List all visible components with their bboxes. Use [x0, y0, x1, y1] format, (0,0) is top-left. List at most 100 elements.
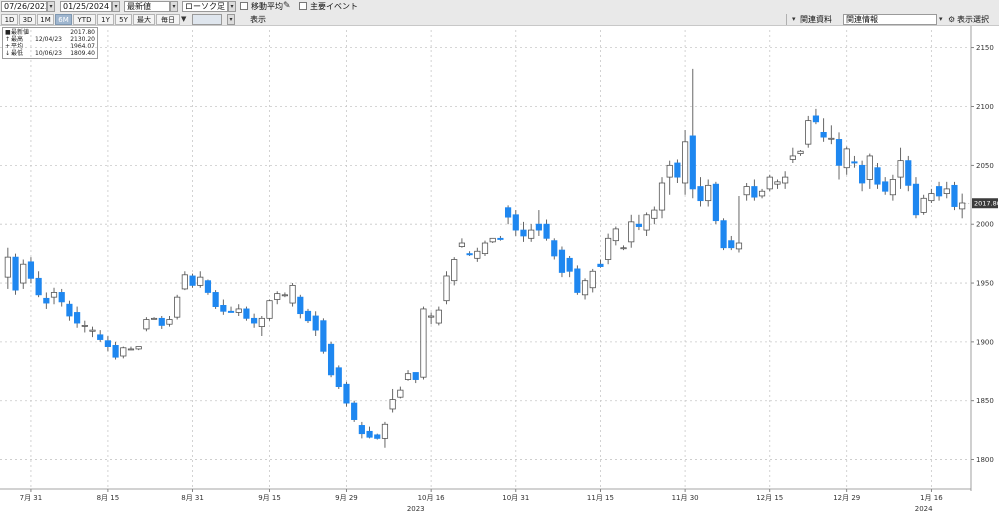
events-checkbox[interactable]	[299, 2, 307, 10]
high-arrow-icon: ↑	[5, 36, 11, 43]
legend-name: 最新値	[11, 29, 30, 36]
candle-body-up	[481, 242, 489, 255]
y-tick-label: 2050	[976, 162, 994, 170]
candlestick-chart[interactable]: 180018501900195020002050210021502017.80 …	[0, 26, 999, 517]
candle-body-down	[243, 308, 250, 319]
candle-body-up	[612, 228, 619, 242]
candle-body-up	[150, 317, 158, 320]
year-label: 2024	[915, 505, 933, 513]
last-price-marker-icon: ■	[5, 29, 11, 36]
candle-body-up	[50, 292, 58, 298]
candle-body-up	[381, 423, 389, 439]
candle-body-down	[951, 184, 958, 207]
candle-body-up	[281, 294, 288, 297]
candle-body-down	[905, 160, 912, 186]
chart-type-select[interactable]: ローソク足	[182, 1, 228, 12]
candle-body-up	[651, 209, 658, 219]
candle-body-up	[620, 247, 627, 250]
related-data-button[interactable]: 関連資料	[800, 15, 832, 24]
chart-type-dropdown-icon[interactable]: ▾	[228, 1, 236, 12]
candle-body-down	[204, 280, 212, 293]
candle-body-down	[12, 256, 19, 291]
candle-body-up	[774, 181, 781, 185]
candle-body-up	[789, 155, 796, 160]
y-tick-label: 2100	[976, 103, 994, 111]
moving-average-checkbox[interactable]	[240, 2, 248, 10]
candle-body-down	[327, 343, 335, 376]
related-info-field[interactable]: 関連情報	[843, 14, 937, 25]
legend-value: 1964.07	[70, 43, 95, 50]
candle-body-up	[435, 309, 442, 324]
candle-body-down	[43, 297, 50, 304]
candle-body-up	[404, 373, 412, 380]
legend-row-average: + 平均 1964.07	[5, 43, 95, 50]
period-ytd-button[interactable]: YTD	[73, 14, 96, 25]
pencil-icon[interactable]: ✎	[283, 1, 291, 11]
candle-body-down	[220, 304, 227, 312]
candle-body-up	[89, 329, 96, 332]
bar-type-dropdown-icon[interactable]: ▾	[170, 1, 178, 12]
legend-name: 最高	[11, 36, 24, 43]
candle-body-down	[635, 223, 643, 227]
candle-body-down	[512, 214, 519, 231]
events-label: 主要イベント	[310, 2, 358, 11]
x-tick-label: 9月 15	[258, 494, 281, 502]
settings-icon[interactable]: ⚙	[948, 15, 956, 24]
bar-type-select[interactable]: 最新値	[124, 1, 170, 12]
candle-body-down	[712, 183, 719, 222]
candle-body-up	[20, 263, 27, 284]
candle-body-down	[343, 383, 350, 404]
candle-body-up	[197, 276, 204, 286]
frequency-button[interactable]: 毎日	[156, 14, 180, 25]
start-date-calendar-icon[interactable]: ▾	[47, 1, 55, 12]
moving-average-label: 移動平均	[251, 2, 283, 11]
period-1m-button[interactable]: 1M	[37, 14, 54, 25]
candle-body-up	[943, 188, 950, 194]
candle-body-up	[289, 284, 296, 304]
candle-body-up	[143, 319, 150, 330]
period-1y-button[interactable]: 1Y	[97, 14, 114, 25]
candle-body-up	[458, 242, 466, 247]
candle-body-down	[751, 186, 758, 198]
frequency-select[interactable]	[192, 14, 222, 25]
frequency-select-arrow-icon[interactable]: ▾	[227, 14, 235, 25]
candle-body-up	[959, 202, 966, 210]
candle-body-down	[304, 310, 312, 322]
period-6m-button[interactable]: 6M	[55, 14, 72, 25]
related-data-dropdown-icon[interactable]: ▾	[792, 15, 796, 23]
legend-value: 1809.40	[70, 50, 95, 57]
news-select-button[interactable]: 表示選択	[957, 15, 989, 24]
period-max-button[interactable]: 最大	[133, 14, 155, 25]
table-view-button[interactable]: 表示	[250, 15, 266, 24]
candle-body-up	[581, 280, 589, 296]
period-5y-button[interactable]: 5Y	[115, 14, 132, 25]
related-info-dropdown-icon[interactable]: ▾	[939, 15, 943, 23]
period-1d-button[interactable]: 1D	[1, 14, 18, 25]
candle-body-down	[720, 220, 727, 249]
candle-body-up	[828, 137, 835, 140]
candle-body-up	[235, 308, 242, 313]
candle-body-up	[897, 160, 904, 178]
candle-body-up	[782, 176, 789, 184]
candle-body-down	[520, 229, 527, 237]
x-tick-label: 7月 31	[20, 494, 43, 502]
candle-body-down	[882, 181, 889, 192]
candle-body-up	[743, 186, 750, 196]
candle-body-up	[474, 250, 481, 259]
candle-body-down	[97, 334, 104, 340]
y-tick-label: 1900	[976, 338, 994, 346]
x-tick-label: 8月 31	[181, 494, 204, 502]
frequency-dropdown-icon[interactable]: ▼	[181, 15, 187, 23]
candle-body-down	[535, 223, 542, 231]
candle-body-down	[58, 292, 65, 303]
candle-body-down	[728, 240, 735, 249]
x-tick-label: 9月 29	[335, 494, 358, 502]
end-date-calendar-icon[interactable]: ▾	[112, 1, 120, 12]
period-3d-button[interactable]: 3D	[19, 14, 36, 25]
start-date-input[interactable]: 07/26/2023	[1, 1, 47, 12]
candle-body-down	[551, 240, 558, 257]
candle-body-down	[158, 317, 165, 326]
end-date-input[interactable]: 01/25/2024	[60, 1, 112, 12]
candle-body-up	[489, 237, 496, 243]
legend-row-high: ↑ 最高 12/04/23 2130.20	[5, 36, 95, 43]
